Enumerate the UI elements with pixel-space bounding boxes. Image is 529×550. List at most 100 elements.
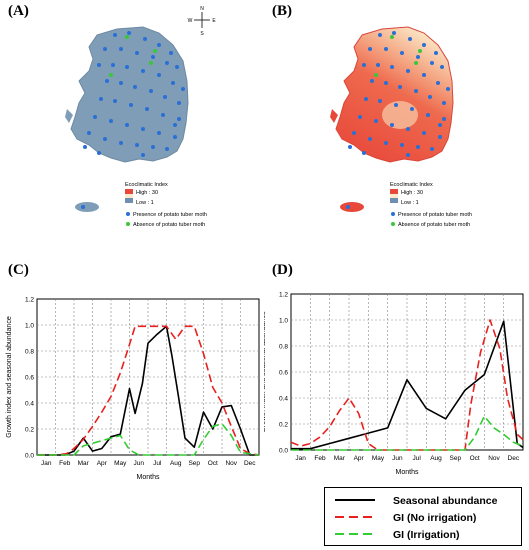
presence-point [446,87,450,91]
legend-label-no-irr: GI (No irrigation) [393,512,476,524]
x-tick-label: Apr [354,455,365,462]
presence-point [173,123,177,127]
presence-point [105,79,109,83]
presence-point [394,103,398,107]
compass-n: N [200,6,204,12]
presence-point [141,153,145,157]
x-tick-label: Jun [134,460,145,467]
presence-point [364,97,368,101]
map-b: Ecoclimatic Index High : 30 Low : 1 Pres… [330,26,472,228]
presence-point [125,65,129,69]
map-a: N S E W Ecoclimatic Index High : 30 Low … [65,6,216,228]
presence-point [430,61,434,65]
legend-absence: Absence of potato tuber moth [133,222,205,228]
compass-s: S [200,31,204,37]
x-tick-label: Aug [170,460,182,467]
x-axis-label: Months [137,474,160,481]
presence-point [87,131,91,135]
presence-point [157,43,161,47]
x-tick-label: Jan [295,455,306,462]
presence-point [406,127,410,131]
presence-point [181,87,185,91]
series-legend: Seasonal abundance GI (No irrigation) GI… [324,487,522,546]
x-axis-label: Months [396,469,419,475]
legend-label-irr: GI (Irrigation) [393,529,460,541]
presence-point [368,47,372,51]
presence-point [157,73,161,77]
presence-point [392,31,396,35]
x-tick-label: Nov [225,460,237,467]
presence-point [436,81,440,85]
presence-point [161,113,165,117]
presence-point [135,51,139,55]
x-tick-label: Mar [78,460,90,467]
presence-point [141,69,145,73]
x-tick-label: May [372,455,385,462]
absence-point [418,49,422,53]
presence-point [163,95,167,99]
presence-point [125,123,129,127]
presence-point [374,119,378,123]
presence-point [358,115,362,119]
x-tick-label: Sep [450,455,462,462]
x-tick-label: Oct [208,460,218,467]
presence-point [133,85,137,89]
x-tick-label: Sep [188,460,200,467]
series-line-gi_no_irr [37,325,260,456]
presence-point [93,115,97,119]
presence-point [151,145,155,149]
presence-point [103,47,107,51]
presence-point [384,141,388,145]
absence-point [374,73,378,77]
legend-title-b: Ecoclimatic Index [390,182,433,188]
presence-point [378,99,382,103]
legend-presence-b: Presence of potato tuber moth [398,212,472,218]
presence-point [145,107,149,111]
presence-point [97,63,101,67]
presence-point [398,85,402,89]
y-tick-label: 0.6 [279,370,288,377]
presence-point [171,81,175,85]
presence-point [406,69,410,73]
presence-point [362,63,366,67]
presence-point [119,81,123,85]
y-tick-label: 0.8 [25,349,34,356]
y-tick-label: 0.2 [25,427,34,434]
y-tick-label: 0.4 [279,396,288,403]
presence-point [135,143,139,147]
presence-point [352,131,356,135]
presence-point [149,89,153,93]
x-tick-label: Feb [314,455,326,462]
presence-point [370,79,374,83]
presence-point [442,101,446,105]
presence-point [129,103,133,107]
chart-d: Jan Feb Mar Apr May Jun Jul Aug Sep Oct Nov Dec 0.0 0… [264,292,524,475]
panel-label-b: (B) [272,3,292,19]
series-line-gi_irr [291,415,524,451]
presence-point [426,113,430,117]
presence-point [368,137,372,141]
presence-point [109,119,113,123]
absence-point [149,61,153,65]
presence-point [81,205,85,209]
presence-point [422,131,426,135]
legend-title: Ecoclimatic Index [125,182,168,188]
x-tick-label: Jan [41,460,52,467]
presence-point [440,65,444,69]
series-line-gi_irr [37,423,260,456]
presence-point [346,205,350,209]
y-tick-label: 1.2 [25,297,34,304]
presence-point [414,89,418,93]
legend-low-b: Low : 1 [401,200,419,206]
map-b-points [346,31,450,209]
x-tick-label: Jun [392,455,403,462]
y-tick-label: 0.4 [25,401,34,408]
presence-point [390,123,394,127]
presence-point [442,117,446,121]
map-a-mainland [65,26,189,163]
presence-point [416,145,420,149]
presence-point [390,65,394,69]
absence-point [153,49,157,53]
y-tick-label: 0.0 [279,448,288,455]
series-line-gi_no_irr [290,319,524,451]
